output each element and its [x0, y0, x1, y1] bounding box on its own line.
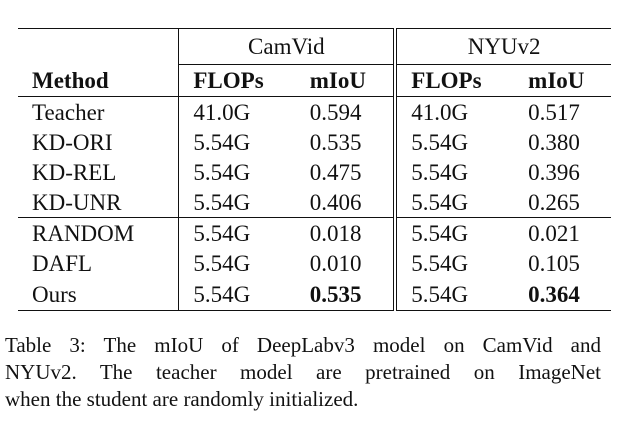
table-group-header-row: CamVid NYUv2	[18, 28, 611, 65]
camvid-flops-cell: 41.0G	[178, 96, 296, 127]
table-row-kd-unr: KD-UNR 5.54G 0.406 5.54G 0.265	[18, 187, 611, 218]
table-row-ours: Ours 5.54G 0.535 5.54G 0.364	[18, 278, 611, 311]
camvid-flops-cell: 5.54G	[178, 127, 296, 157]
group-header-nyuv2: NYUv2	[393, 28, 611, 65]
nyuv2-miou-cell-best: 0.364	[514, 278, 611, 311]
nyuv2-flops-cell: 5.54G	[393, 248, 515, 278]
camvid-miou-cell: 0.594	[309, 99, 362, 125]
nyuv2-miou-cell: 0.396	[528, 159, 580, 185]
caption-line-3: when the student are randomly initialize…	[5, 387, 359, 411]
table-row-teacher: Teacher 41.0G 0.594 41.0G 0.517	[18, 96, 611, 127]
column-header-method: Method	[18, 64, 179, 97]
caption-line-2: NYUv2. The teacher model are pretrained …	[5, 360, 601, 384]
camvid-miou-cell: 0.475	[309, 159, 362, 185]
table-column-header-row: Method FLOPs mIoU FLOPs mIoU	[18, 64, 611, 97]
method-cell: DAFL	[32, 250, 93, 276]
column-header-camvid-flops: FLOPs	[178, 64, 296, 97]
method-cell: RANDOM	[18, 217, 179, 248]
table-row-kd-ori: KD-ORI 5.54G 0.535 5.54G 0.380	[18, 127, 611, 157]
method-cell: KD-ORI	[32, 129, 113, 155]
nyuv2-flops-cell: 5.54G	[393, 127, 515, 157]
column-header-nyuv2-miou: mIoU	[514, 64, 611, 97]
camvid-flops-cell: 5.54G	[178, 278, 296, 311]
camvid-miou-cell: 0.018	[295, 217, 396, 248]
camvid-miou-cell-best: 0.535	[295, 278, 396, 311]
nyuv2-flops-cell: 5.54G	[393, 157, 515, 187]
camvid-flops-cell: 5.54G	[178, 187, 296, 218]
nyuv2-miou-cell: 0.021	[514, 217, 611, 248]
table-row-kd-rel: KD-REL 5.54G 0.475 5.54G 0.396	[18, 157, 611, 187]
column-header-camvid-miou: mIoU	[295, 64, 396, 97]
camvid-miou-cell: 0.406	[309, 189, 362, 215]
nyuv2-miou-cell: 0.105	[528, 250, 580, 276]
results-table: CamVid NYUv2 Method FLOPs mIoU FLOPs mIo…	[18, 28, 611, 311]
empty-corner-cell	[18, 28, 179, 65]
camvid-flops-cell: 5.54G	[178, 217, 296, 248]
nyuv2-flops-cell: 5.54G	[393, 217, 515, 248]
caption-line-1: Table 3: The mIoU of DeepLabv3 model on …	[5, 333, 601, 357]
nyuv2-miou-cell: 0.517	[528, 99, 580, 125]
nyuv2-flops-cell: 5.54G	[393, 278, 515, 311]
table-row-random: RANDOM 5.54G 0.018 5.54G 0.021	[18, 217, 611, 248]
nyuv2-miou-cell: 0.380	[528, 129, 580, 155]
method-cell: KD-REL	[32, 159, 117, 185]
method-cell: KD-UNR	[32, 189, 122, 215]
nyuv2-miou-cell: 0.265	[528, 189, 580, 215]
camvid-miou-cell: 0.010	[309, 250, 362, 276]
method-cell: Ours	[18, 278, 179, 311]
results-table-container: CamVid NYUv2 Method FLOPs mIoU FLOPs mIo…	[18, 28, 611, 311]
nyuv2-flops-cell: 41.0G	[393, 96, 515, 127]
column-header-nyuv2-flops: FLOPs	[393, 64, 515, 97]
method-cell: Teacher	[32, 99, 105, 125]
nyuv2-flops-cell: 5.54G	[393, 187, 515, 218]
camvid-flops-cell: 5.54G	[178, 248, 296, 278]
table-row-dafl: DAFL 5.54G 0.010 5.54G 0.105	[18, 248, 611, 278]
camvid-flops-cell: 5.54G	[178, 157, 296, 187]
group-header-camvid: CamVid	[178, 28, 396, 65]
table-caption: Table 3: The mIoU of DeepLabv3 model on …	[5, 332, 601, 413]
camvid-miou-cell: 0.535	[309, 129, 362, 155]
